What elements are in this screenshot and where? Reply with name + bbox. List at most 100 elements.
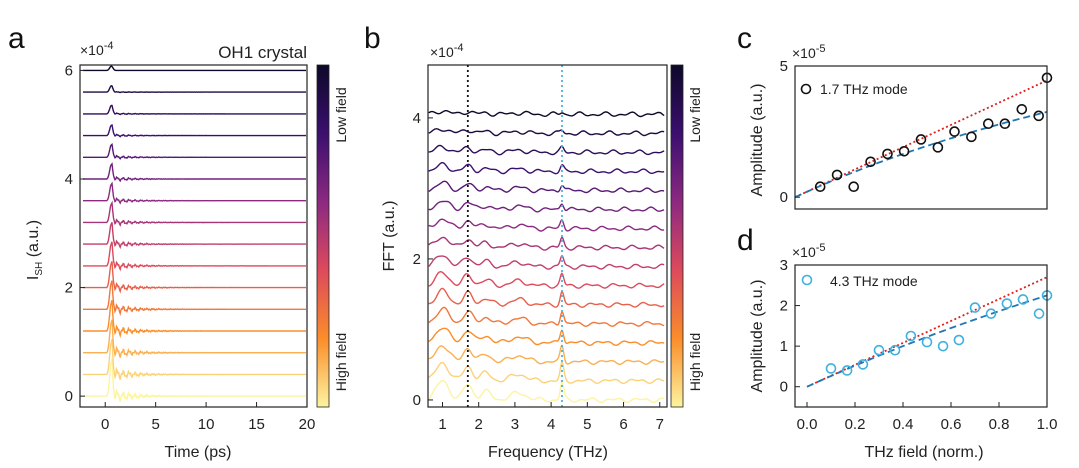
trace-a-8 xyxy=(83,200,306,227)
data-point xyxy=(1016,103,1028,115)
trace-a-6 xyxy=(83,241,306,272)
ylabel-c: Amplitude (a.u.) xyxy=(749,84,766,197)
data-point xyxy=(831,169,843,181)
trace-a-7 xyxy=(83,222,306,250)
panel-d: d ×10-5 0.0 0.2 0.4 0.6 0.8 1.0 0 1 2 3 4.3 THz m… xyxy=(737,224,1057,461)
data-point xyxy=(841,365,853,376)
ticks-c: 05 xyxy=(780,58,800,206)
data-point xyxy=(865,156,876,168)
axes-frame-b xyxy=(427,64,668,408)
colorbar-a-top-label: Low field xyxy=(333,87,349,142)
trace-a-3 xyxy=(83,300,306,339)
y-tick-label: 0 xyxy=(413,392,421,409)
x-tick-label: 6 xyxy=(619,416,627,433)
x-tick-label: 10 xyxy=(198,416,215,433)
spectrum-b-14 xyxy=(428,128,665,137)
y-tick-label: 0 xyxy=(780,379,788,396)
x-tick-label: 3 xyxy=(511,416,519,433)
colorbar-b xyxy=(670,64,684,408)
panel-b: b ×10-4 1 2 3 4 5 6 7 0 2 4 Frequency (THz) FFT (… xyxy=(364,22,703,461)
spectrum-b-2 xyxy=(428,344,665,366)
data-point xyxy=(848,181,860,192)
spectrum-b-10 xyxy=(428,200,665,213)
colorbar-a xyxy=(316,64,330,408)
x-tick-label: 0.4 xyxy=(893,416,914,433)
y-tick-label: 6 xyxy=(65,62,73,79)
x-tick-label: 0.0 xyxy=(797,416,818,433)
linear-fit-line xyxy=(806,276,1048,388)
ticks-a: 0 5 10 15 20 0 2 4 6 xyxy=(65,62,316,433)
x-tick-label: 0.8 xyxy=(989,416,1010,433)
y-tick-label: 4 xyxy=(413,110,421,127)
data-point xyxy=(915,134,927,145)
x-tick-label: 2 xyxy=(475,416,483,433)
ylabel-d: Amplitude (a.u.) xyxy=(749,280,766,393)
data-point xyxy=(898,145,910,157)
data-point xyxy=(1033,308,1045,319)
data-point xyxy=(937,340,949,352)
x-tick-label: 20 xyxy=(299,416,316,433)
data-point xyxy=(1017,294,1029,305)
x-tick-label: 5 xyxy=(151,416,159,433)
legend-label-d: 4.3 THz mode xyxy=(830,273,918,289)
trace-a-5 xyxy=(83,261,306,294)
y-tick-label: 4 xyxy=(65,171,73,188)
x-tick-label: 1.0 xyxy=(1037,416,1058,433)
panel-letter-b: b xyxy=(364,22,381,55)
data-point xyxy=(921,336,933,348)
exponent-d: ×10-5 xyxy=(792,242,826,260)
panel-letter-a: a xyxy=(8,22,25,55)
y-tick-label: 0 xyxy=(780,189,788,206)
axes-frame-a xyxy=(79,64,308,408)
data-point xyxy=(932,142,944,153)
data-point xyxy=(949,126,960,137)
ticks-b: 1 2 3 4 5 6 7 0 2 4 xyxy=(413,110,664,433)
data-point xyxy=(1001,298,1013,309)
spectrum-b-4 xyxy=(428,306,665,328)
trace-a-1 xyxy=(83,339,306,380)
spectrum-b-8 xyxy=(428,236,665,251)
data-point xyxy=(969,302,981,313)
axes-frame-c xyxy=(794,65,1048,210)
data-point xyxy=(953,334,965,346)
y-tick-label: 2 xyxy=(413,251,421,268)
colorbar-a-bottom-label: High field xyxy=(333,333,349,391)
plot-area-b xyxy=(428,65,665,407)
spectrum-b-0 xyxy=(428,379,665,404)
plot-area-a xyxy=(83,65,306,402)
data-point xyxy=(873,344,885,356)
data-point xyxy=(999,118,1011,130)
legend-marker-c xyxy=(800,83,812,95)
data-point xyxy=(966,131,977,143)
data-point xyxy=(905,330,917,342)
x-tick-label: 1 xyxy=(438,416,446,433)
spectrum-b-15 xyxy=(428,109,665,118)
y-tick-label: 2 xyxy=(780,298,788,315)
colorbar-b-top-label: Low field xyxy=(687,87,703,142)
trace-a-12 xyxy=(83,124,306,138)
x-tick-label: 0 xyxy=(101,416,109,433)
exponent-a: ×10-4 xyxy=(80,40,114,58)
y-tick-label: 0 xyxy=(65,388,73,405)
trace-a-15 xyxy=(83,65,306,72)
trace-a-4 xyxy=(83,280,306,317)
spectrum-b-9 xyxy=(428,218,665,232)
spectrum-b-1 xyxy=(428,360,665,385)
annotation-oh1: OH1 crystal xyxy=(218,43,307,62)
legend-marker-d xyxy=(801,274,813,286)
xlabel-a: Time (ps) xyxy=(165,444,232,461)
x-tick-label: 15 xyxy=(248,416,265,433)
colorbar-b-bottom-label: High field xyxy=(687,333,703,391)
ticks-d: 0.0 0.2 0.4 0.6 0.8 1.0 0 1 2 3 xyxy=(780,257,1058,433)
ylabel-b: FFT (a.u.) xyxy=(381,201,398,272)
axes-frame-d xyxy=(794,264,1048,408)
trace-a-0 xyxy=(83,358,306,402)
data-point xyxy=(985,308,997,319)
data-point xyxy=(982,118,994,130)
y-tick-label: 2 xyxy=(65,280,73,297)
x-tick-label: 5 xyxy=(583,416,591,433)
x-tick-label: 7 xyxy=(656,416,664,433)
spectrum-b-7 xyxy=(428,255,665,270)
spectrum-b-3 xyxy=(428,327,665,347)
